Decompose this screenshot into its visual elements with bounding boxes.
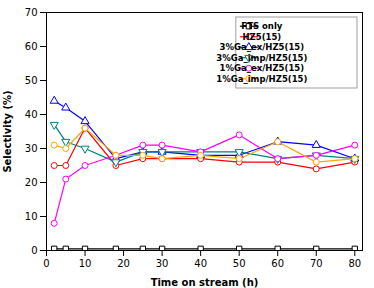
svg-text:70: 70	[25, 7, 38, 18]
svg-text:10: 10	[79, 258, 92, 269]
svg-text:30: 30	[25, 143, 38, 154]
svg-text:30: 30	[156, 258, 169, 269]
svg-text:10: 10	[25, 211, 38, 222]
svg-text:20: 20	[25, 177, 38, 188]
svg-text:80: 80	[348, 258, 361, 269]
svg-text:60: 60	[25, 41, 38, 52]
svg-text:1%Ga_imp/HZ5(15): 1%Ga_imp/HZ5(15)	[216, 74, 307, 84]
svg-text:70: 70	[310, 258, 323, 269]
svg-text:60: 60	[271, 258, 284, 269]
svg-text:3%Ga_imp/HZ5(15): 3%Ga_imp/HZ5(15)	[216, 53, 307, 63]
svg-text:FTS only: FTS only	[241, 21, 282, 31]
svg-text:HZ5(15): HZ5(15)	[242, 32, 281, 42]
svg-text:50: 50	[233, 258, 246, 269]
svg-text:3%Ga_ex/HZ5(15): 3%Ga_ex/HZ5(15)	[220, 42, 305, 52]
svg-text:1%Ga_ex/HZ5(15): 1%Ga_ex/HZ5(15)	[220, 63, 305, 73]
svg-text:0: 0	[43, 258, 49, 269]
svg-text:Selectivity (%): Selectivity (%)	[2, 90, 13, 172]
svg-text:50: 50	[25, 75, 38, 86]
svg-text:Time on stream (h): Time on stream (h)	[151, 277, 259, 288]
svg-text:40: 40	[194, 258, 207, 269]
svg-text:0: 0	[31, 245, 37, 256]
svg-text:20: 20	[117, 258, 130, 269]
svg-text:40: 40	[25, 109, 38, 120]
